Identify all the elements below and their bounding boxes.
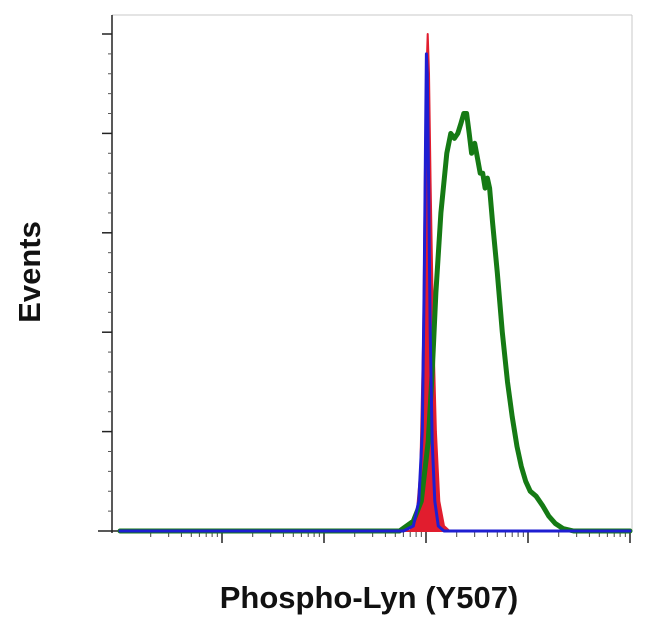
y-axis-ticks [102, 33, 112, 512]
series-3-line [117, 111, 633, 534]
series-2-area [119, 33, 631, 532]
histogram-series [117, 33, 633, 534]
series-1-line [118, 52, 632, 533]
y-axis-label: Events [12, 221, 47, 323]
plot-frame [98, 14, 633, 533]
x-axis-label: Phospho-Lyn (Y507) [220, 580, 519, 615]
